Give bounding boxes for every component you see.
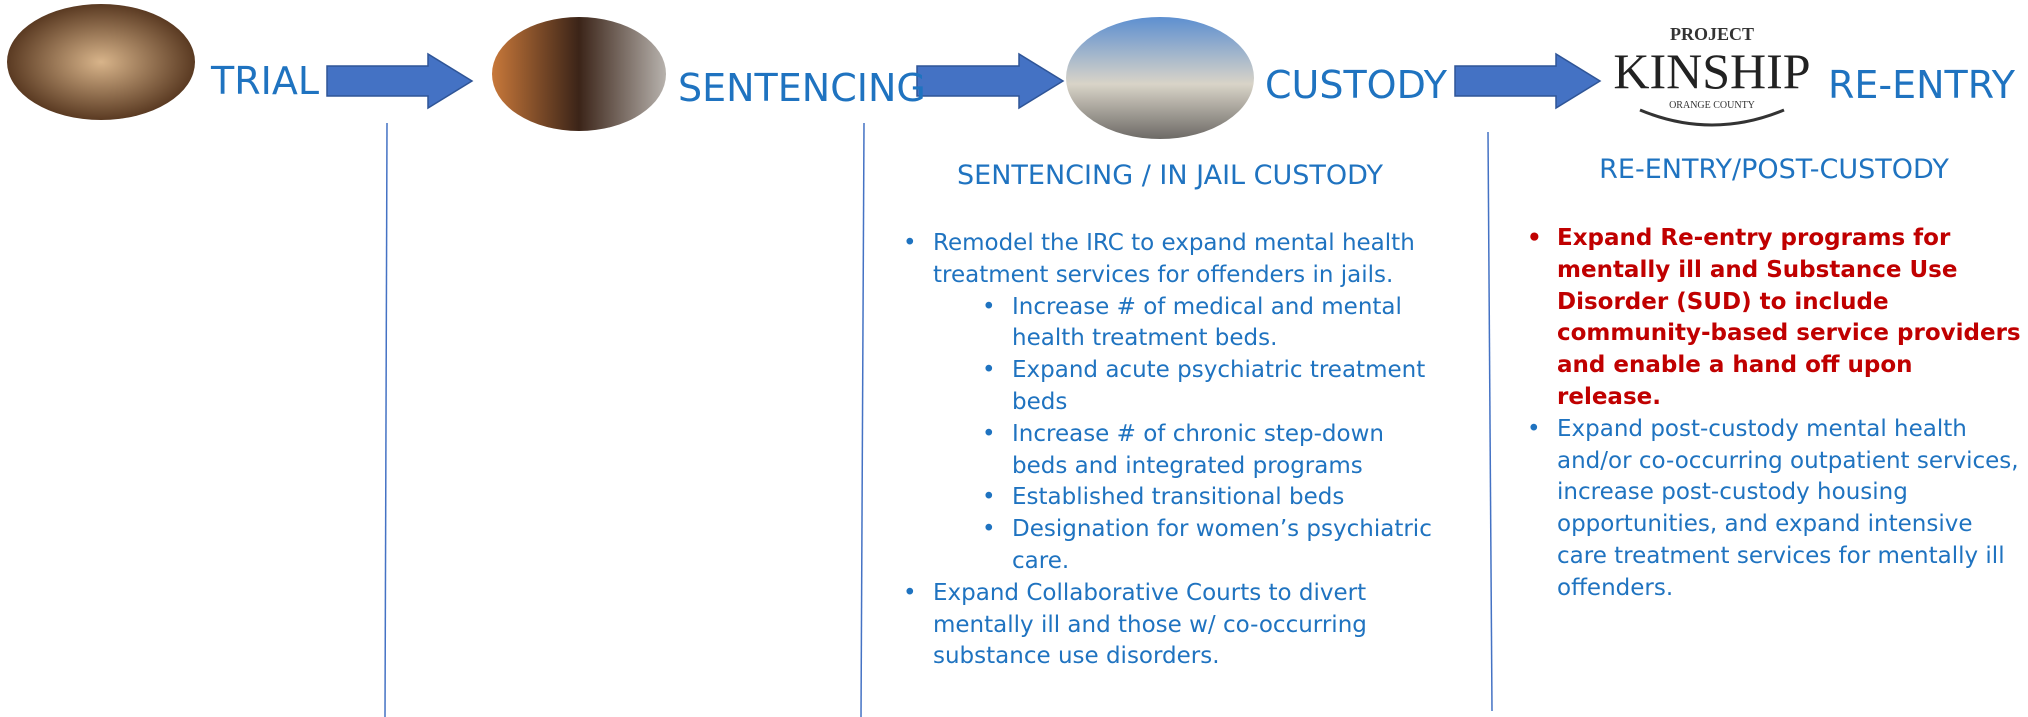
bullet: Expand post-custody mental health and/or… [1557, 414, 2023, 605]
arrow [327, 54, 472, 108]
sentencing-image [492, 17, 666, 131]
stage-label: CUSTODY [1265, 66, 1447, 104]
sub-bullet: Expand acute psychiatric treatment beds [1012, 355, 1433, 419]
divider [861, 123, 864, 717]
sub-bullet: Designation for women’s psychiatric care… [1012, 514, 1433, 578]
sub-bullet: Increase # of chronic step-down beds and… [1012, 419, 1433, 483]
logo-region: ORANGE COUNTY [1669, 100, 1755, 111]
bullet-list: Expand Re-entry programs for mentally il… [1557, 223, 2023, 605]
bullets: Remodel the IRC to expand mental health … [933, 228, 1433, 673]
logo-top: PROJECT [1670, 24, 1754, 44]
divider [1488, 132, 1492, 711]
logo-swash [1640, 110, 1784, 125]
stage-label: TRIAL [211, 62, 319, 100]
bullets: Expand Re-entry programs for mentally il… [1557, 223, 2023, 605]
bullet: Expand Collaborative Courts to divert me… [933, 578, 1433, 673]
section-heading: SENTENCING / IN JAIL CUSTODY [900, 160, 1440, 191]
sub-bullet: Increase # of medical and mental health … [1012, 292, 1433, 356]
sub-bullet: Established transitional beds [1012, 482, 1433, 514]
stage-label: RE-ENTRY [1828, 66, 2015, 104]
logo-name: KINSHIP [1613, 43, 1810, 99]
sub-bullets: Increase # of medical and mental health … [1012, 292, 1433, 578]
divider [385, 123, 387, 717]
custody-image [1066, 17, 1254, 139]
kinship-logo: PROJECT KINSHIP ORANGE COUNTY [1613, 24, 1810, 125]
bullet: Expand Re-entry programs for mentally il… [1557, 223, 2023, 414]
arrow [1455, 54, 1600, 108]
slide: PROJECT KINSHIP ORANGE COUNTY TRIAL SENT… [0, 0, 2028, 717]
stage-label: SENTENCING [678, 69, 926, 107]
bullet: Remodel the IRC to expand mental health … [933, 228, 1433, 292]
bullet-list: Remodel the IRC to expand mental health … [933, 228, 1433, 673]
arrow [917, 54, 1063, 108]
trial-image [7, 4, 195, 120]
section-heading: RE-ENTRY/POST-CUSTODY [1520, 154, 2028, 185]
